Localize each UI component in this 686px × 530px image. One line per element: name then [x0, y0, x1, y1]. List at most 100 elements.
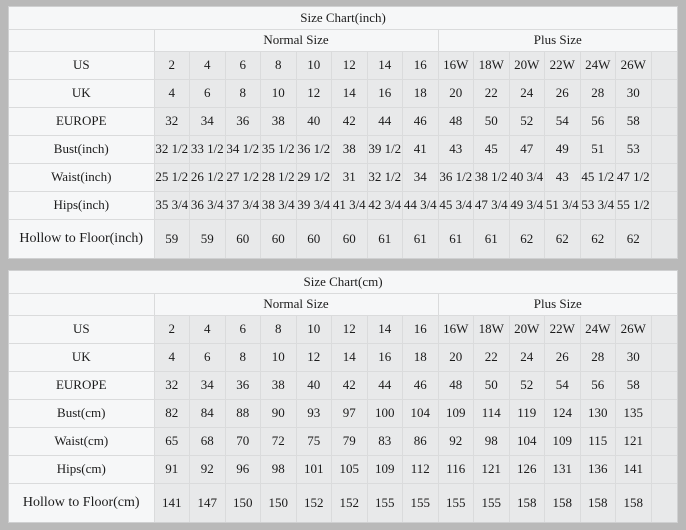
group-header-plus-size: Plus Size	[437, 29, 678, 52]
row-end-spacer	[650, 107, 678, 136]
data-cell: 32 1/2	[153, 135, 190, 164]
data-cell: 16	[366, 343, 403, 372]
data-cell: 82	[153, 399, 190, 428]
data-cell: 100	[366, 399, 403, 428]
table-row: Hips(cm) 91 92 96 98 101 105 109 112 116 121 126 131…	[9, 455, 678, 484]
group-header-row: Normal Size Plus Size	[9, 293, 678, 316]
data-cell: 53 3/4	[579, 191, 616, 220]
row-label: US	[9, 315, 155, 344]
data-cell: 61	[366, 219, 403, 258]
data-cell: 39 1/2	[366, 135, 403, 164]
title-row: Size Chart(cm)	[9, 271, 678, 294]
data-cell: 10	[260, 343, 297, 372]
data-cell: 136	[579, 455, 616, 484]
row-label: Waist(cm)	[9, 427, 155, 456]
data-cell: 61	[437, 219, 474, 258]
data-cell: 16	[366, 79, 403, 108]
data-cell: 109	[437, 399, 474, 428]
data-cell: 62	[508, 219, 545, 258]
group-header-spacer	[9, 29, 155, 52]
data-cell: 24	[508, 79, 545, 108]
data-cell: 18W	[473, 51, 510, 80]
data-cell: 101	[295, 455, 332, 484]
data-cell: 52	[508, 107, 545, 136]
row-label: Bust(cm)	[9, 399, 155, 428]
data-cell: 60	[260, 219, 297, 258]
row-label: UK	[9, 79, 155, 108]
table-row: Waist(inch) 25 1/2 26 1/2 27 1/2 28 1/2 29 1/…	[9, 163, 678, 192]
row-end-spacer	[650, 455, 678, 484]
data-cell: 40	[295, 371, 332, 400]
data-cell: 47 1/2	[615, 163, 652, 192]
data-cell: 38	[331, 135, 368, 164]
data-cell: 4	[189, 51, 226, 80]
data-cell: 43	[544, 163, 581, 192]
group-header-plus-size: Plus Size	[437, 293, 678, 316]
data-cell: 92	[189, 455, 226, 484]
data-cell: 26W	[615, 51, 652, 80]
data-cell: 36	[224, 371, 261, 400]
data-cell: 135	[615, 399, 652, 428]
data-cell: 150	[260, 483, 297, 522]
data-cell: 72	[260, 427, 297, 456]
data-cell: 20	[437, 79, 474, 108]
data-cell: 141	[615, 455, 652, 484]
data-cell: 119	[508, 399, 545, 428]
data-cell: 62	[579, 219, 616, 258]
data-cell: 34	[189, 107, 226, 136]
row-label: Hips(cm)	[9, 455, 155, 484]
data-cell: 18W	[473, 315, 510, 344]
row-end-spacer	[650, 371, 678, 400]
data-cell: 44 3/4	[402, 191, 439, 220]
data-cell: 47	[508, 135, 545, 164]
data-cell: 98	[260, 455, 297, 484]
row-end-spacer	[650, 135, 678, 164]
data-cell: 22	[473, 343, 510, 372]
data-cell: 51	[579, 135, 616, 164]
data-cell: 150	[224, 483, 261, 522]
data-cell: 36 3/4	[189, 191, 226, 220]
data-cell: 98	[473, 427, 510, 456]
data-cell: 41 3/4	[331, 191, 368, 220]
data-cell: 56	[579, 107, 616, 136]
data-cell: 131	[544, 455, 581, 484]
data-cell: 38	[260, 107, 297, 136]
row-end-spacer	[650, 343, 678, 372]
data-cell: 28	[579, 79, 616, 108]
data-cell: 155	[366, 483, 403, 522]
data-cell: 60	[331, 219, 368, 258]
row-end-spacer	[650, 191, 678, 220]
title-row: Size Chart(inch)	[9, 7, 678, 30]
data-cell: 104	[508, 427, 545, 456]
data-cell: 70	[224, 427, 261, 456]
data-cell: 75	[295, 427, 332, 456]
data-cell: 10	[295, 315, 332, 344]
data-cell: 25 1/2	[153, 163, 190, 192]
data-cell: 18	[402, 343, 439, 372]
data-cell: 16W	[437, 51, 474, 80]
data-cell: 126	[508, 455, 545, 484]
data-cell: 45 3/4	[437, 191, 474, 220]
data-cell: 109	[544, 427, 581, 456]
data-cell: 41	[402, 135, 439, 164]
size-chart: Size Chart(cm) Normal Size Plus Size US 2 4 6 8…	[9, 271, 678, 522]
data-cell: 34	[189, 371, 226, 400]
data-cell: 50	[473, 371, 510, 400]
data-cell: 29 1/2	[295, 163, 332, 192]
data-cell: 62	[615, 219, 652, 258]
data-cell: 42	[331, 107, 368, 136]
data-cell: 10	[295, 51, 332, 80]
data-cell: 90	[260, 399, 297, 428]
data-cell: 40	[295, 107, 332, 136]
data-cell: 91	[153, 455, 190, 484]
table-row: Waist(cm) 65 68 70 72 75 79 83 86 92 98 104 109 115 12…	[9, 427, 678, 456]
data-cell: 97	[331, 399, 368, 428]
data-cell: 36	[224, 107, 261, 136]
data-cell: 2	[153, 315, 190, 344]
data-cell: 61	[402, 219, 439, 258]
data-cell: 86	[402, 427, 439, 456]
data-cell: 6	[224, 315, 261, 344]
row-label: EUROPE	[9, 371, 155, 400]
data-cell: 45 1/2	[579, 163, 616, 192]
